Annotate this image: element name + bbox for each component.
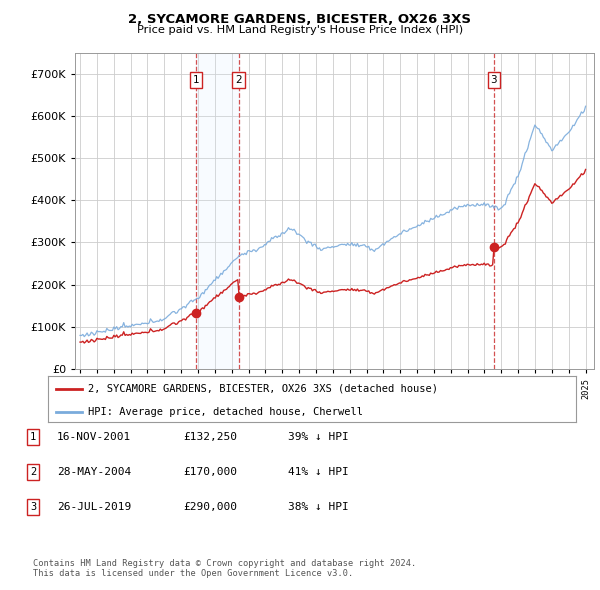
Text: 2: 2 <box>235 75 242 85</box>
Text: £132,250: £132,250 <box>183 432 237 441</box>
Text: £170,000: £170,000 <box>183 467 237 477</box>
Text: £290,000: £290,000 <box>183 503 237 512</box>
Text: 3: 3 <box>491 75 497 85</box>
Text: 3: 3 <box>30 503 36 512</box>
Text: 2, SYCAMORE GARDENS, BICESTER, OX26 3XS (detached house): 2, SYCAMORE GARDENS, BICESTER, OX26 3XS … <box>88 384 437 394</box>
Text: Price paid vs. HM Land Registry's House Price Index (HPI): Price paid vs. HM Land Registry's House … <box>137 25 463 35</box>
Text: 2, SYCAMORE GARDENS, BICESTER, OX26 3XS: 2, SYCAMORE GARDENS, BICESTER, OX26 3XS <box>128 13 472 26</box>
Text: 1: 1 <box>30 432 36 441</box>
Bar <box>196 53 239 369</box>
Text: 28-MAY-2004: 28-MAY-2004 <box>57 467 131 477</box>
Text: 39% ↓ HPI: 39% ↓ HPI <box>288 432 349 441</box>
Text: 16-NOV-2001: 16-NOV-2001 <box>57 432 131 441</box>
Text: 26-JUL-2019: 26-JUL-2019 <box>57 503 131 512</box>
Text: 2: 2 <box>30 467 36 477</box>
Text: 38% ↓ HPI: 38% ↓ HPI <box>288 503 349 512</box>
Text: 1: 1 <box>193 75 199 85</box>
Text: Contains HM Land Registry data © Crown copyright and database right 2024.: Contains HM Land Registry data © Crown c… <box>33 559 416 568</box>
Text: 41% ↓ HPI: 41% ↓ HPI <box>288 467 349 477</box>
Text: This data is licensed under the Open Government Licence v3.0.: This data is licensed under the Open Gov… <box>33 569 353 578</box>
Text: HPI: Average price, detached house, Cherwell: HPI: Average price, detached house, Cher… <box>88 407 362 417</box>
